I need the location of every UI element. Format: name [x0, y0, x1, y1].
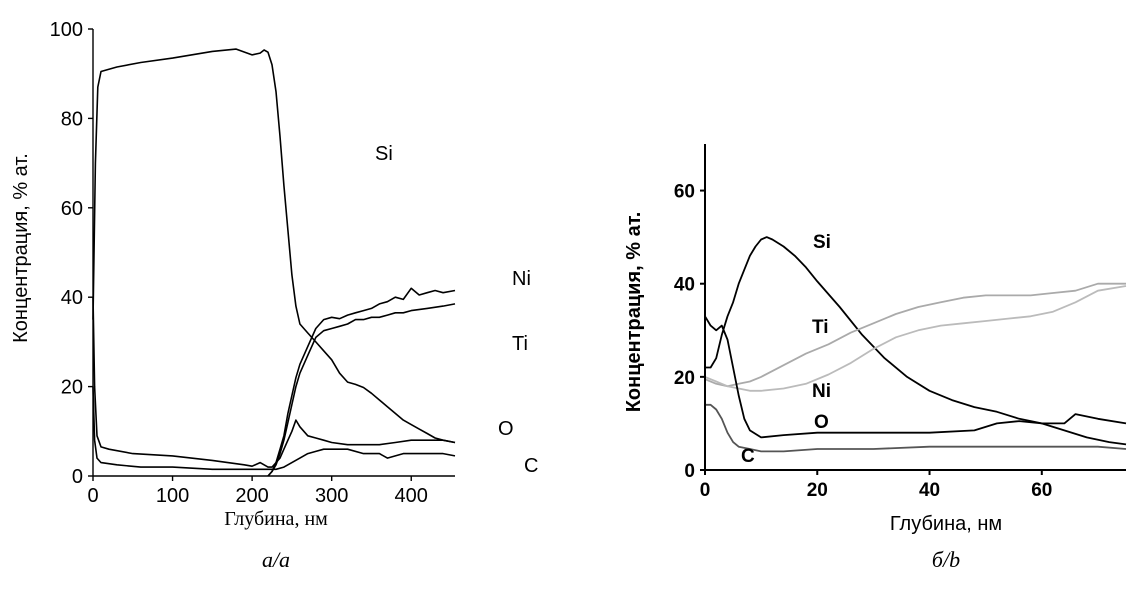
series-line-ti-b — [704, 282, 1126, 388]
y-tick-label: 0 — [72, 466, 83, 488]
y-tick-label: 60 — [61, 198, 83, 220]
series-label-o-b: O — [814, 412, 829, 433]
series-line-c-b — [705, 403, 1127, 453]
y-tick-label: 80 — [61, 108, 83, 130]
series-label-c-a: C — [524, 455, 538, 477]
series-label-ni-a: Ni — [512, 268, 531, 290]
y-axis-label-b: Концентрация, % ат. — [623, 212, 645, 413]
y-tick-label: 0 — [684, 461, 695, 482]
x-axis-label-b: Глубина, нм — [890, 513, 1002, 535]
y-tick-label: 40 — [674, 275, 695, 296]
y-tick-label: 100 — [50, 19, 83, 41]
series-label-c-b: C — [741, 446, 755, 467]
x-tick-label: 40 — [919, 480, 940, 501]
y-tick-label: 40 — [61, 287, 83, 309]
series-line-c-a — [92, 386, 456, 471]
y-tick-label: 20 — [61, 377, 83, 399]
series-line-si-b — [705, 236, 1127, 446]
series-label-ti-a: Ti — [512, 333, 528, 355]
series-line-ni-b — [704, 285, 1127, 392]
panel-a-chart: 0 100 200 300 400 0 20 40 60 80 100 Si Ni Ti OC Глуби… — [10, 19, 538, 572]
y-tick-label: 60 — [674, 182, 695, 203]
series-line-o-a — [92, 297, 456, 468]
series-label-o-a: O — [498, 418, 514, 440]
panel-caption-a: a/a — [262, 547, 290, 572]
x-tick-label: 0 — [87, 485, 98, 507]
series-label-si-b: Si — [813, 232, 831, 253]
series-label-si-a: Si — [375, 143, 393, 165]
y-tick-label: 20 — [674, 368, 695, 389]
series-label-ni-b: Ni — [812, 381, 831, 402]
x-tick-label: 0 — [700, 480, 711, 501]
x-tick-label: 20 — [807, 480, 828, 501]
series-label-ti-b: Ti — [812, 317, 829, 338]
panel-caption-b: б/b — [932, 547, 960, 572]
x-axis-label-a: Глубина, нм — [224, 508, 328, 530]
panel-b-chart: 0 20 40 60 0 20 40 60 Si Ti Ni O C Глубина, нм Конц… — [623, 144, 1127, 572]
series-line-si-a — [92, 48, 456, 444]
series-line-ti-a — [267, 303, 456, 477]
y-axis-label-a: Концентрация, % ат. — [10, 153, 32, 343]
x-tick-label: 60 — [1031, 480, 1052, 501]
series-line-o-b — [704, 315, 1127, 439]
x-tick-label: 400 — [395, 485, 428, 507]
series-line-ni-a — [267, 287, 456, 477]
x-tick-label: 300 — [315, 485, 348, 507]
x-tick-label: 200 — [235, 485, 268, 507]
x-tick-label: 100 — [156, 485, 189, 507]
